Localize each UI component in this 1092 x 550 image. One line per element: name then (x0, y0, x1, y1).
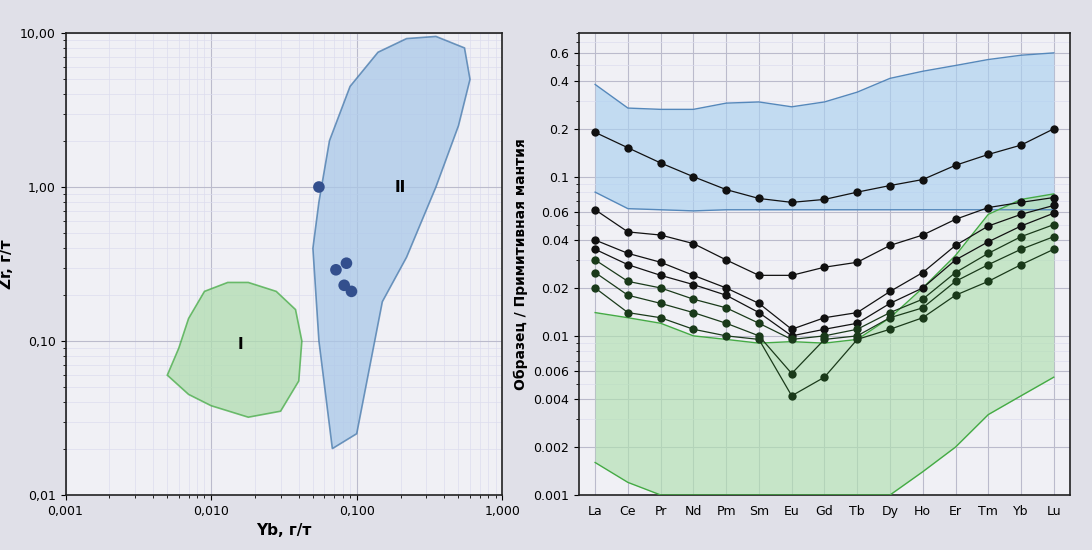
Polygon shape (313, 36, 470, 449)
Point (328, 266, 345, 274)
Point (310, 183, 328, 191)
Point (335, 281, 353, 290)
Polygon shape (167, 283, 301, 417)
Point (343, 287, 360, 296)
Text: II: II (395, 179, 406, 195)
Point (337, 259, 355, 268)
Y-axis label: Образец / Примитивная мантия: Образец / Примитивная мантия (513, 138, 527, 390)
Text: I: I (238, 337, 244, 352)
Y-axis label: Zr, г/т: Zr, г/т (0, 239, 14, 289)
X-axis label: Yb, г/т: Yb, г/т (257, 523, 311, 538)
